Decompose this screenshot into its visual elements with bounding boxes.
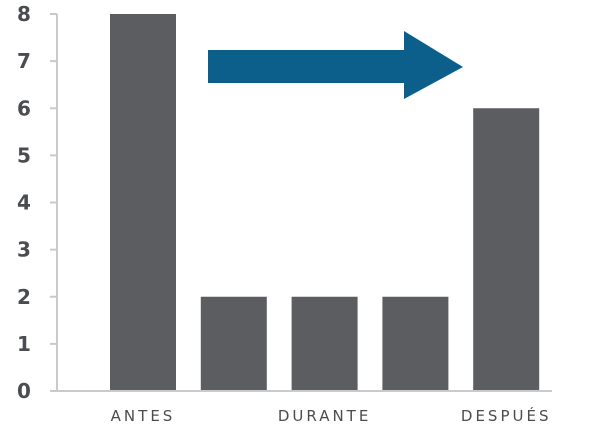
bar — [200, 296, 267, 391]
y-tick-label: 4 — [17, 191, 31, 215]
y-tick-label: 0 — [17, 379, 31, 403]
x-category-label: ANTES — [111, 407, 176, 425]
x-category-label: DESPUÉS — [461, 406, 552, 425]
y-tick-label: 3 — [17, 238, 31, 262]
bars — [110, 14, 540, 391]
x-axis-labels: ANTES DURANTE DESPUÉS — [111, 406, 552, 425]
y-tick-label: 1 — [17, 332, 31, 356]
x-category-label: DURANTE — [278, 407, 371, 425]
bar — [110, 14, 176, 391]
y-axis-ticks: 0 1 2 3 4 5 6 7 8 — [17, 2, 57, 403]
bar — [473, 108, 540, 391]
bar — [382, 296, 449, 391]
trend-arrow-icon — [208, 31, 463, 99]
bar — [291, 296, 358, 391]
y-tick-label: 2 — [17, 285, 31, 309]
y-tick-label: 6 — [17, 96, 31, 120]
y-tick-label: 7 — [17, 49, 31, 73]
y-tick-label: 8 — [17, 2, 31, 26]
y-tick-label: 5 — [17, 143, 31, 167]
